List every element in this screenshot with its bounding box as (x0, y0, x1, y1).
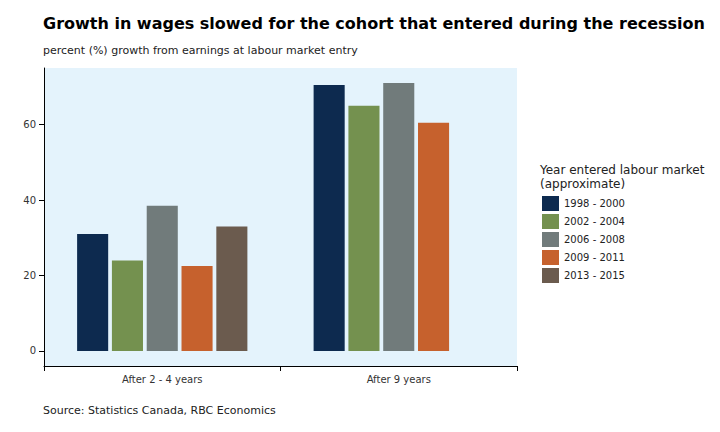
svg-text:(approximate): (approximate) (540, 177, 625, 191)
svg-text:Growth in wages slowed for the: Growth in wages slowed for the cohort th… (43, 14, 705, 33)
svg-text:2013 - 2015: 2013 - 2015 (564, 270, 625, 281)
svg-text:2006 - 2008: 2006 - 2008 (564, 234, 625, 245)
svg-text:40: 40 (23, 195, 36, 206)
svg-text:60: 60 (23, 119, 36, 130)
svg-text:1998 - 2000: 1998 - 2000 (564, 198, 625, 209)
svg-text:2009 - 2011: 2009 - 2011 (564, 252, 625, 263)
svg-text:20: 20 (23, 270, 36, 281)
svg-text:After 9 years: After 9 years (367, 374, 431, 385)
svg-text:2002 - 2004: 2002 - 2004 (564, 216, 625, 227)
svg-text:percent (%) growth from earnin: percent (%) growth from earnings at labo… (43, 44, 358, 57)
svg-text:0: 0 (30, 345, 36, 356)
svg-text:Source: Statistics Canada, RBC: Source: Statistics Canada, RBC Economics (43, 404, 276, 417)
svg-text:After 2 - 4 years: After 2 - 4 years (122, 374, 203, 385)
svg-text:Year entered labour market: Year entered labour market (539, 163, 708, 177)
